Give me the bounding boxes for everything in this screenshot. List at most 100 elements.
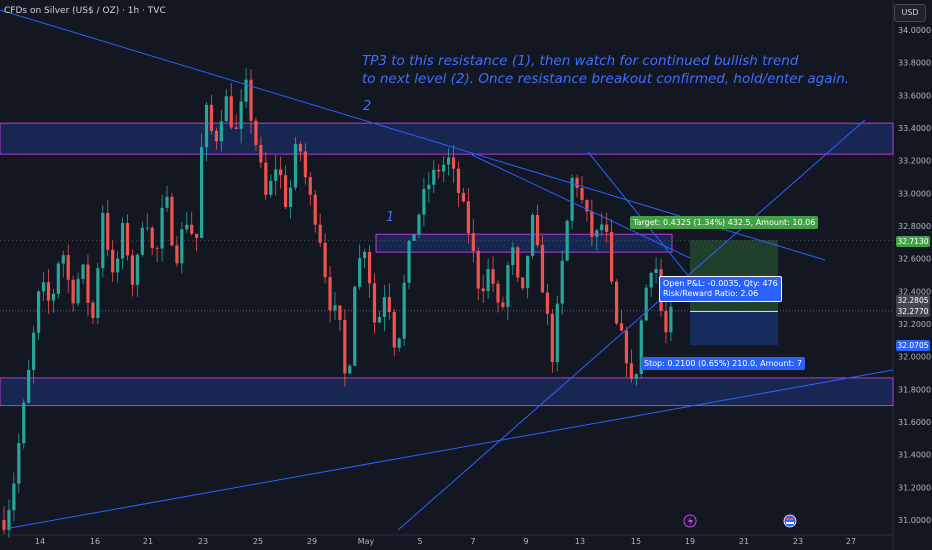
candle-body	[382, 297, 386, 318]
candle-body	[323, 242, 327, 278]
stop-zone-box	[690, 311, 778, 346]
candle-body	[432, 169, 436, 185]
candle-body	[367, 251, 372, 284]
x-tick-label: May	[358, 537, 375, 546]
candle-body	[476, 250, 480, 289]
candle-body	[486, 269, 490, 292]
candle-body	[279, 169, 283, 176]
y-tick-label: 34.0000	[898, 26, 931, 35]
candle-body	[491, 269, 495, 284]
y-tick-label: 32.8000	[898, 222, 931, 231]
candle-body	[214, 130, 219, 142]
annotation-line-1: TP3 to this resistance (1), then watch f…	[362, 53, 799, 69]
candle-body	[516, 247, 520, 278]
annotation-text: TP3 to this resistance (1), then watch f…	[362, 52, 849, 88]
open-pnl-label[interactable]: Open P&L: -0.0035, Qty: 476 Risk/Reward …	[659, 276, 782, 302]
target-label[interactable]: Target: 0.4325 (1.34%) 432.5, Amount: 10…	[630, 216, 819, 229]
candle-body	[264, 162, 268, 195]
candle-body	[328, 277, 332, 311]
candle-body	[358, 258, 362, 287]
candle-body	[239, 101, 243, 129]
y-tick-label: 32.2000	[898, 320, 931, 329]
candle-body	[530, 214, 535, 256]
candle-body	[442, 164, 446, 172]
y-tick-label: 31.8000	[898, 385, 931, 394]
resistance-zone-2	[0, 122, 894, 155]
candle-body	[135, 254, 139, 285]
candle-body	[555, 303, 559, 363]
annotation-line-2: to next level (2). Once resistance break…	[362, 71, 850, 87]
y-tick-label: 31.6000	[898, 418, 931, 427]
lightning-icon	[688, 516, 693, 527]
x-tick-label: 9	[523, 537, 528, 546]
stop-label[interactable]: Stop: 0.2100 (0.65%) 210.0, Amount: 7	[641, 357, 805, 370]
candle-body	[570, 177, 574, 221]
candle-body	[496, 283, 500, 303]
trendline	[9, 369, 894, 529]
risk-reward-line: Risk/Reward Ratio: 2.06	[663, 289, 759, 298]
candle-body	[506, 265, 510, 307]
candle-body	[140, 227, 144, 255]
candle-body	[634, 374, 638, 379]
trendline	[587, 151, 691, 279]
candle-body	[56, 263, 60, 294]
candle-body	[545, 292, 549, 314]
candle-body	[363, 251, 367, 259]
candle-body	[150, 227, 154, 248]
level-2-label: 2	[363, 99, 372, 114]
candle-body	[12, 483, 16, 511]
candle-body	[283, 175, 288, 207]
candle-body	[550, 313, 554, 363]
candle-body	[481, 288, 485, 292]
candle-body	[644, 287, 648, 321]
y-tick-label: 32.6000	[898, 255, 931, 264]
trendline	[397, 119, 866, 531]
candle-body	[451, 157, 456, 169]
candle-body	[402, 282, 406, 339]
candle-body	[165, 196, 169, 208]
x-tick-label: 5	[417, 537, 422, 546]
candle-body	[580, 188, 584, 200]
x-tick-label: 19	[685, 537, 695, 546]
candle-body	[387, 297, 391, 313]
candle-body	[605, 224, 609, 232]
candle-body	[585, 199, 589, 212]
candle-body	[412, 234, 416, 241]
candle-body	[437, 169, 441, 172]
y-tick-label: 33.6000	[898, 91, 931, 100]
currency-button[interactable]: USD	[894, 4, 926, 22]
candle-body	[308, 177, 312, 195]
trendline	[471, 154, 691, 259]
y-tick-label: 31.4000	[898, 451, 931, 460]
candle-body	[185, 224, 189, 230]
candle-body	[219, 121, 223, 142]
candle-body	[101, 212, 105, 269]
candle-body	[120, 223, 125, 259]
flag-icon	[786, 522, 794, 524]
candle-body	[46, 282, 51, 301]
open-pnl-line: Open P&L: -0.0035, Qty: 476	[663, 279, 778, 288]
candle-body	[17, 443, 21, 484]
candle-body	[175, 245, 179, 264]
candle-body	[22, 402, 26, 444]
candle-body	[274, 169, 278, 181]
candle-body	[303, 151, 307, 178]
candle-body	[590, 211, 594, 237]
x-tick-label: 7	[470, 537, 475, 546]
candle-body	[313, 194, 317, 225]
current-price-tag: 32.2805	[896, 295, 930, 306]
symbol-title[interactable]: CFDs on Silver (US$ / OZ) · 1h · TVC	[4, 6, 166, 16]
candle-body	[526, 255, 530, 289]
candle-body	[619, 323, 624, 331]
candle-body	[160, 207, 164, 249]
candle-body	[664, 310, 668, 333]
candle-body	[41, 282, 46, 292]
entry-price-tag: 32.2770	[896, 306, 930, 317]
x-tick-label: 13	[575, 537, 585, 546]
candle-body	[540, 244, 545, 293]
candle-body	[471, 233, 475, 251]
candle-body	[180, 229, 184, 264]
candle-body	[600, 224, 604, 231]
candle-body	[649, 272, 653, 288]
